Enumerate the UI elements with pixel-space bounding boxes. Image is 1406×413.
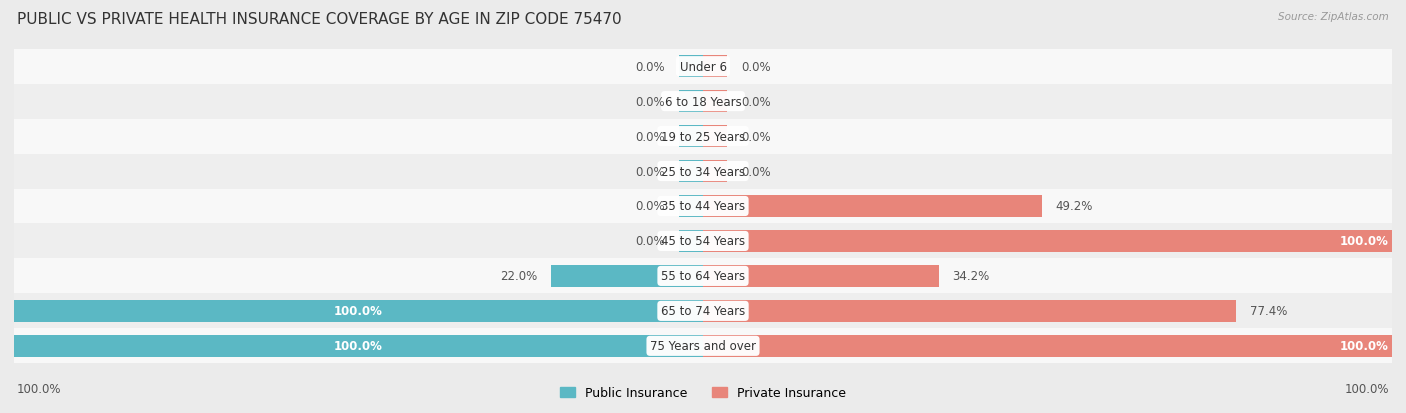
- Text: 55 to 64 Years: 55 to 64 Years: [661, 270, 745, 283]
- Text: 25 to 34 Years: 25 to 34 Years: [661, 165, 745, 178]
- Text: 0.0%: 0.0%: [741, 165, 770, 178]
- Text: 100.0%: 100.0%: [335, 305, 382, 318]
- Text: 65 to 74 Years: 65 to 74 Years: [661, 305, 745, 318]
- Bar: [703, 300, 1236, 322]
- Bar: [703, 56, 727, 78]
- Bar: [679, 161, 703, 183]
- Bar: [703, 161, 727, 183]
- Text: 100.0%: 100.0%: [1340, 235, 1389, 248]
- Bar: [679, 230, 703, 252]
- Text: 6 to 18 Years: 6 to 18 Years: [665, 95, 741, 108]
- Text: 100.0%: 100.0%: [1340, 339, 1389, 352]
- Text: 100.0%: 100.0%: [1344, 382, 1389, 395]
- Text: 19 to 25 Years: 19 to 25 Years: [661, 130, 745, 143]
- Text: 0.0%: 0.0%: [636, 95, 665, 108]
- Bar: [14, 300, 703, 322]
- Bar: [679, 91, 703, 113]
- Bar: [14, 84, 1392, 119]
- Bar: [14, 335, 703, 357]
- Bar: [679, 56, 703, 78]
- Bar: [14, 259, 1392, 294]
- Bar: [14, 154, 1392, 189]
- Bar: [679, 126, 703, 147]
- Text: 0.0%: 0.0%: [636, 235, 665, 248]
- Bar: [14, 294, 1392, 329]
- Text: Source: ZipAtlas.com: Source: ZipAtlas.com: [1278, 12, 1389, 22]
- Text: 0.0%: 0.0%: [741, 61, 770, 74]
- Text: 49.2%: 49.2%: [1056, 200, 1092, 213]
- Bar: [14, 50, 1392, 84]
- Bar: [14, 119, 1392, 154]
- Bar: [703, 335, 1392, 357]
- Text: 0.0%: 0.0%: [636, 130, 665, 143]
- Text: 0.0%: 0.0%: [636, 61, 665, 74]
- Text: 0.0%: 0.0%: [636, 200, 665, 213]
- Text: 0.0%: 0.0%: [636, 165, 665, 178]
- Bar: [703, 266, 939, 287]
- Text: 35 to 44 Years: 35 to 44 Years: [661, 200, 745, 213]
- Bar: [703, 126, 727, 147]
- Bar: [14, 189, 1392, 224]
- Bar: [679, 196, 703, 217]
- Text: 34.2%: 34.2%: [952, 270, 990, 283]
- Bar: [703, 230, 1392, 252]
- Text: 0.0%: 0.0%: [741, 95, 770, 108]
- Legend: Public Insurance, Private Insurance: Public Insurance, Private Insurance: [555, 381, 851, 404]
- Bar: [551, 266, 703, 287]
- Text: 0.0%: 0.0%: [741, 130, 770, 143]
- Bar: [703, 196, 1042, 217]
- Text: 75 Years and over: 75 Years and over: [650, 339, 756, 352]
- Text: 100.0%: 100.0%: [17, 382, 62, 395]
- Text: 100.0%: 100.0%: [335, 339, 382, 352]
- Text: 45 to 54 Years: 45 to 54 Years: [661, 235, 745, 248]
- Bar: [14, 329, 1392, 363]
- Text: 22.0%: 22.0%: [501, 270, 537, 283]
- Text: PUBLIC VS PRIVATE HEALTH INSURANCE COVERAGE BY AGE IN ZIP CODE 75470: PUBLIC VS PRIVATE HEALTH INSURANCE COVER…: [17, 12, 621, 27]
- Text: 77.4%: 77.4%: [1250, 305, 1288, 318]
- Bar: [14, 224, 1392, 259]
- Bar: [703, 91, 727, 113]
- Text: Under 6: Under 6: [679, 61, 727, 74]
